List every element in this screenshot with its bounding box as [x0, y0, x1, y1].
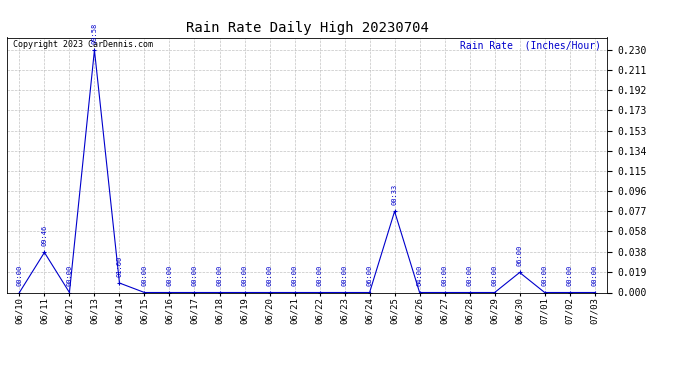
Text: 00:00: 00:00: [266, 265, 273, 286]
Title: Rain Rate Daily High 20230704: Rain Rate Daily High 20230704: [186, 21, 428, 35]
Text: 00:00: 00:00: [166, 265, 172, 286]
Text: 00:00: 00:00: [342, 265, 348, 286]
Text: 00:00: 00:00: [17, 265, 22, 286]
Text: 00:00: 00:00: [317, 265, 322, 286]
Text: 09:58: 09:58: [92, 22, 97, 44]
Text: 09:46: 09:46: [41, 225, 48, 246]
Text: 00:33: 00:33: [392, 184, 397, 205]
Text: Rain Rate  (Inches/Hour): Rain Rate (Inches/Hour): [460, 40, 601, 50]
Text: 00:00: 00:00: [492, 265, 497, 286]
Text: 00:00: 00:00: [217, 265, 222, 286]
Text: 00:00: 00:00: [241, 265, 248, 286]
Text: 00:00: 00:00: [292, 265, 297, 286]
Text: 00:00: 00:00: [592, 265, 598, 286]
Text: 00:00: 00:00: [66, 265, 72, 286]
Text: 04:00: 04:00: [417, 265, 422, 286]
Text: 00:00: 00:00: [192, 265, 197, 286]
Text: 06:00: 06:00: [366, 265, 373, 286]
Text: 00:00: 00:00: [466, 265, 473, 286]
Text: 01:00: 01:00: [117, 255, 122, 277]
Text: 06:00: 06:00: [517, 245, 522, 266]
Text: 00:00: 00:00: [566, 265, 573, 286]
Text: 00:00: 00:00: [141, 265, 148, 286]
Text: 00:00: 00:00: [442, 265, 448, 286]
Text: 00:00: 00:00: [542, 265, 548, 286]
Text: Copyright 2023 CarDennis.com: Copyright 2023 CarDennis.com: [13, 40, 153, 49]
